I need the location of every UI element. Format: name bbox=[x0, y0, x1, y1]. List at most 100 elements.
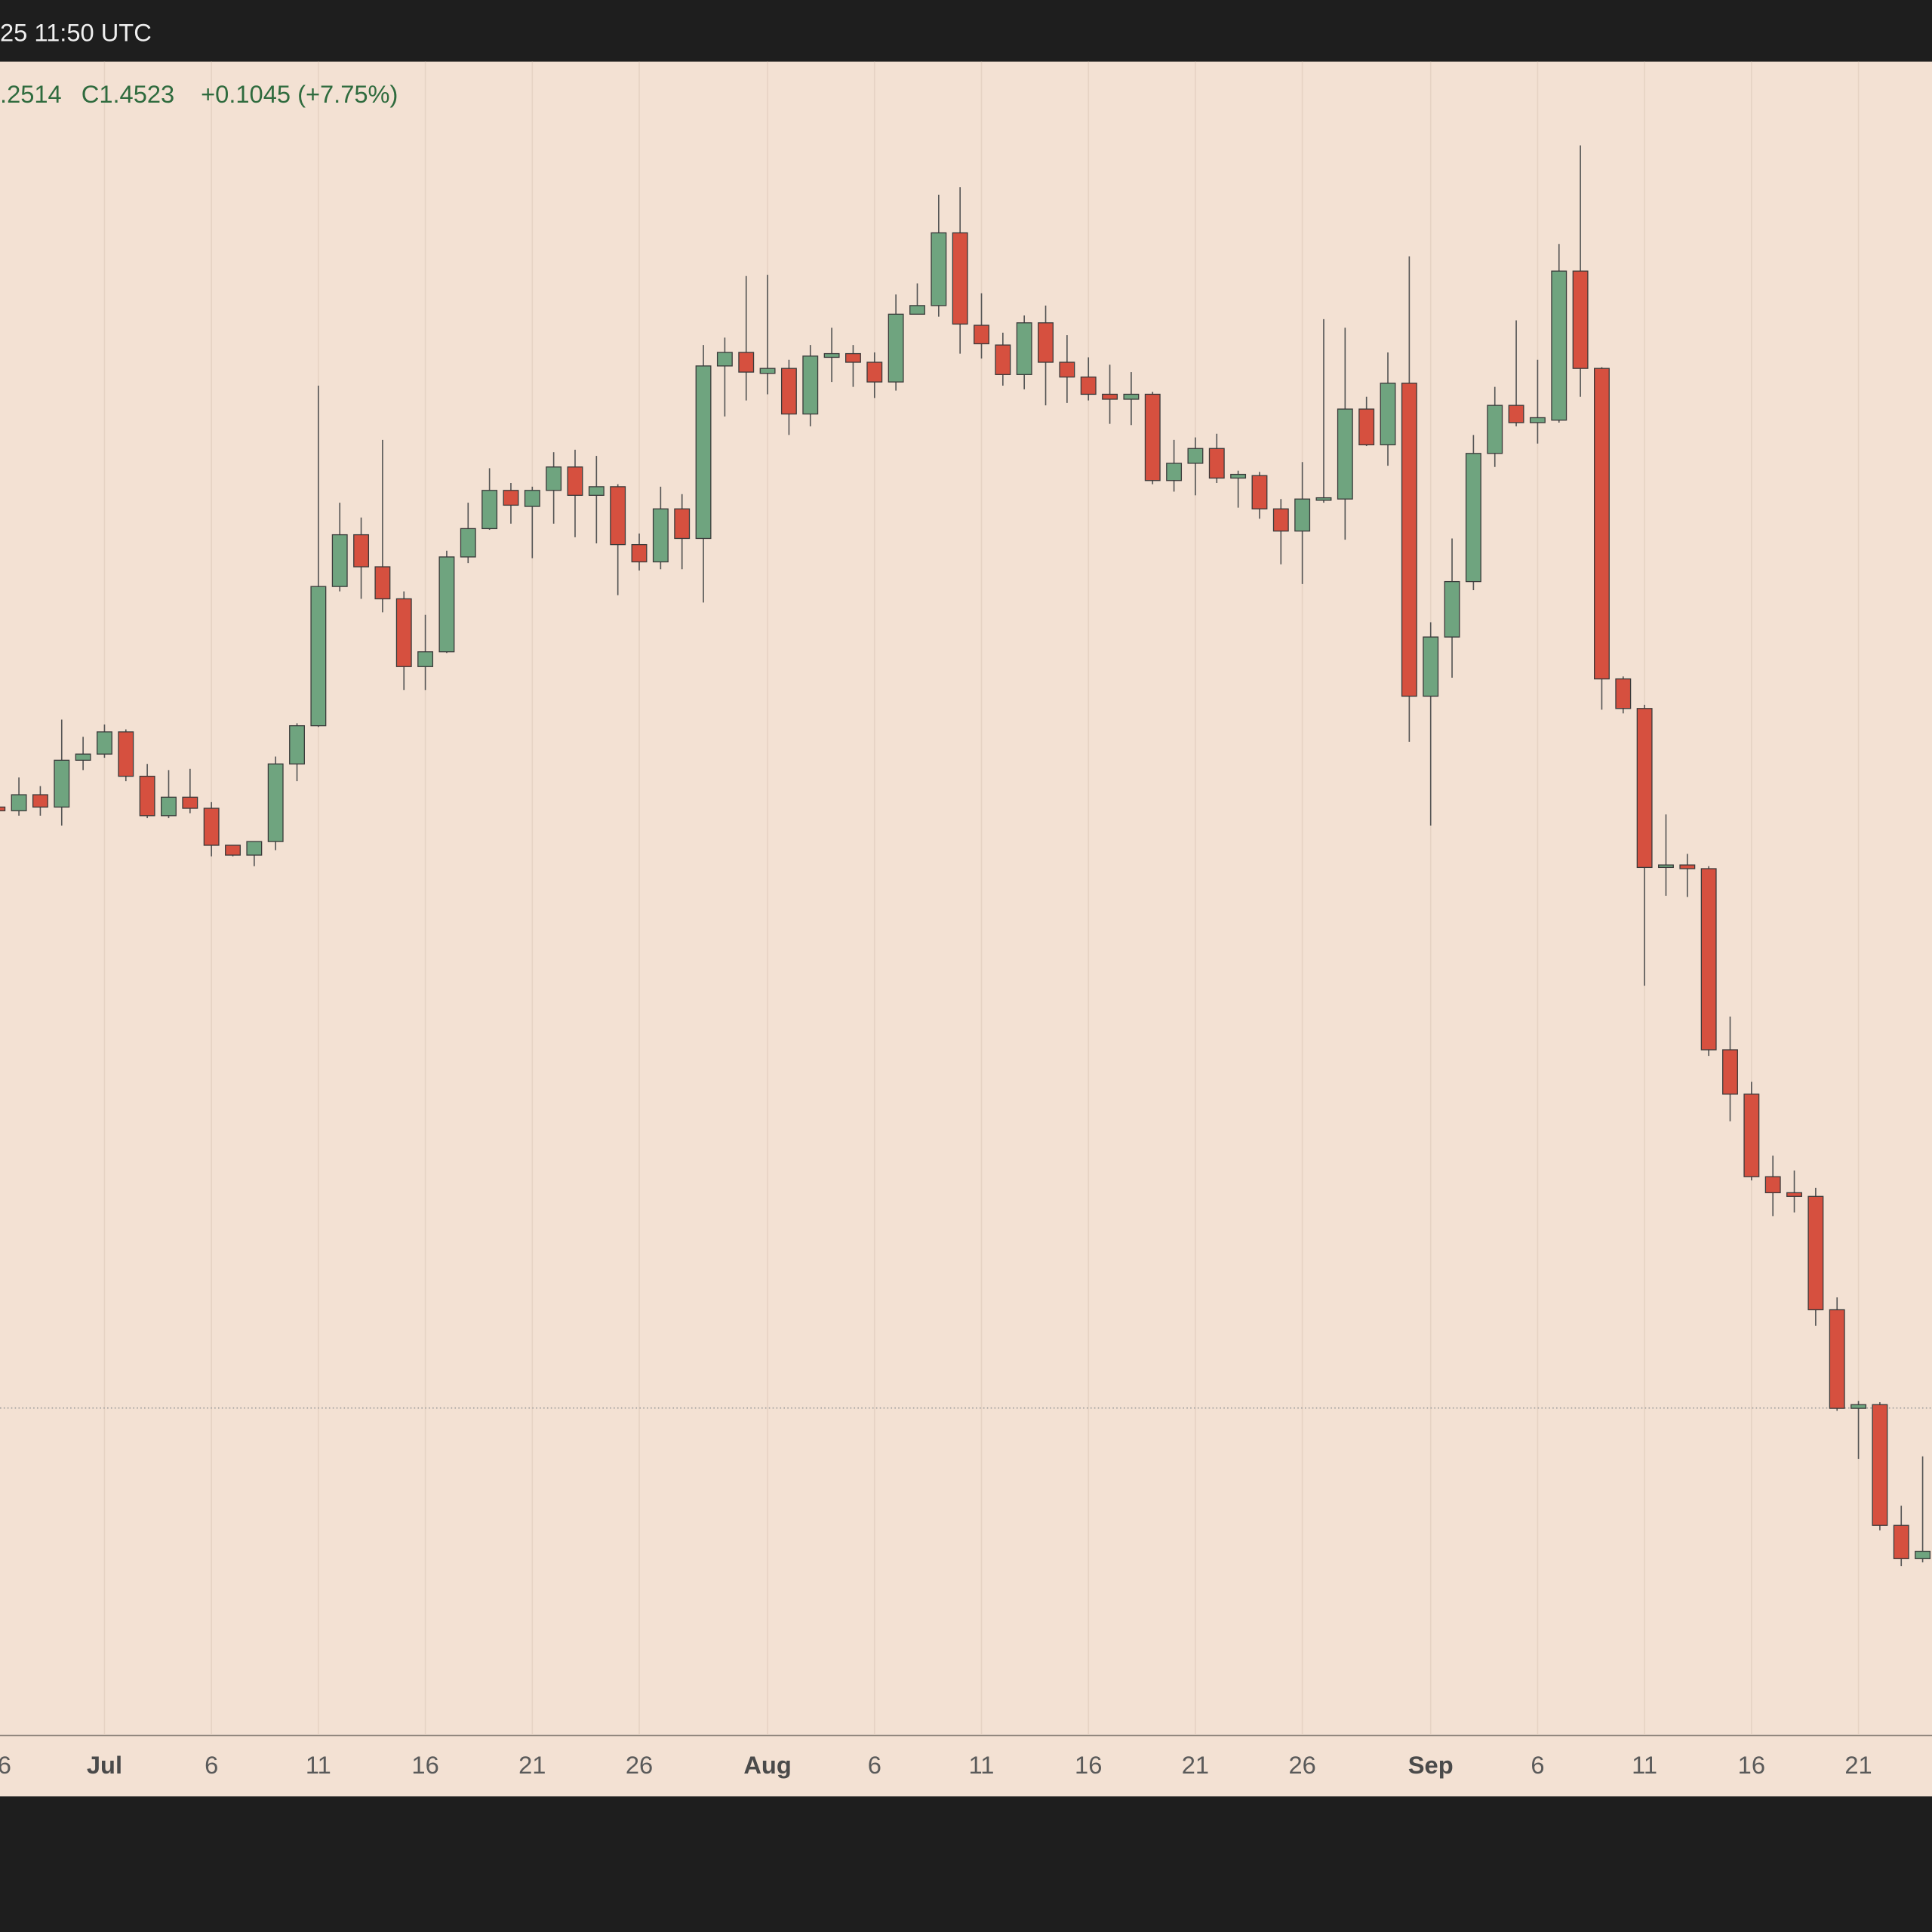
candle-body bbox=[1166, 463, 1183, 481]
candle-body bbox=[1786, 1192, 1802, 1197]
candle-body bbox=[610, 486, 626, 546]
x-tick-label: 16 bbox=[1738, 1751, 1765, 1779]
x-tick-label: 21 bbox=[518, 1751, 546, 1779]
top-bar bbox=[0, 0, 1932, 62]
candle-body bbox=[460, 528, 476, 558]
x-tick-label: 11 bbox=[306, 1751, 331, 1779]
close-label: C1.4523 bbox=[82, 80, 174, 108]
candle-body bbox=[1465, 453, 1481, 583]
candle-body bbox=[1208, 448, 1225, 479]
candle-body bbox=[1679, 864, 1696, 869]
chart-background bbox=[0, 61, 1932, 1797]
candle-body bbox=[931, 232, 947, 306]
candle-body bbox=[1380, 383, 1396, 446]
candle-body bbox=[1722, 1049, 1738, 1095]
candle-body bbox=[1594, 368, 1610, 680]
x-tick-label: 21 bbox=[1182, 1751, 1209, 1779]
candle-body bbox=[97, 731, 112, 755]
candle-body bbox=[1337, 408, 1353, 500]
candle-body bbox=[1401, 383, 1417, 697]
candle-body bbox=[1315, 497, 1332, 501]
candle-body bbox=[32, 794, 48, 808]
candle-body bbox=[1187, 448, 1204, 464]
candle-body bbox=[395, 598, 412, 667]
candle-body bbox=[738, 352, 755, 373]
candle-body bbox=[952, 232, 968, 325]
candle-body bbox=[139, 775, 155, 817]
candle-body bbox=[1016, 322, 1032, 375]
x-tick-label: 11 bbox=[969, 1751, 995, 1779]
candle-body bbox=[11, 794, 27, 811]
x-tick-label: 6 bbox=[868, 1751, 881, 1779]
candle-body bbox=[75, 753, 91, 761]
x-tick-label: Aug bbox=[743, 1751, 791, 1779]
candle-body bbox=[1487, 405, 1503, 454]
candle-body bbox=[1636, 708, 1653, 869]
candle-body bbox=[1850, 1404, 1867, 1409]
candle-body bbox=[780, 368, 797, 415]
x-tick-label: 26 bbox=[1288, 1751, 1315, 1779]
x-tick-label: 6 bbox=[1531, 1751, 1544, 1779]
x-tick-label: 26 bbox=[0, 1751, 11, 1779]
candle-body bbox=[1144, 393, 1161, 481]
candle-body bbox=[1080, 376, 1097, 395]
candle-body bbox=[161, 796, 177, 817]
candle-body bbox=[246, 841, 263, 856]
candle-body bbox=[631, 543, 648, 563]
candle-body bbox=[1423, 636, 1439, 697]
candle-body bbox=[0, 806, 6, 811]
candle-body bbox=[567, 466, 583, 496]
candle-body bbox=[1251, 475, 1268, 509]
ohlc-fragment: .2514 bbox=[0, 80, 62, 108]
candle-body bbox=[438, 556, 455, 653]
x-tick-label: 21 bbox=[1844, 1751, 1872, 1779]
candle-body bbox=[182, 796, 198, 809]
candle-body bbox=[1551, 270, 1567, 421]
candle-body bbox=[888, 313, 904, 383]
candle-body bbox=[588, 486, 605, 496]
candle-body bbox=[1658, 864, 1674, 869]
x-tick-label: Jul bbox=[87, 1751, 122, 1779]
candle-body bbox=[866, 361, 883, 383]
candle-body bbox=[1444, 580, 1460, 638]
candle-body bbox=[353, 534, 370, 568]
candle-body bbox=[802, 355, 819, 415]
candle-body bbox=[524, 490, 540, 507]
candle-body bbox=[974, 325, 989, 345]
candle-body bbox=[1893, 1524, 1909, 1559]
x-tick-label: 16 bbox=[1075, 1751, 1102, 1779]
header-time: 25 11:50 UTC bbox=[0, 18, 152, 46]
candle-body bbox=[1615, 678, 1632, 709]
candle-body bbox=[267, 763, 284, 842]
candle-body bbox=[716, 352, 733, 367]
candle-body bbox=[845, 352, 861, 363]
candle-body bbox=[1294, 498, 1311, 532]
candle-body bbox=[289, 724, 305, 764]
candle-body bbox=[1872, 1404, 1888, 1526]
candle-body bbox=[652, 508, 669, 563]
candle-body bbox=[1700, 868, 1717, 1051]
candle-body bbox=[331, 534, 348, 587]
candle-body bbox=[1272, 508, 1289, 532]
candle-body bbox=[1102, 393, 1118, 400]
candle-body bbox=[674, 508, 691, 540]
candle-body bbox=[1358, 408, 1375, 446]
candle-body bbox=[546, 466, 562, 491]
x-tick-label: 6 bbox=[205, 1751, 218, 1779]
candle-body bbox=[1038, 322, 1054, 363]
candle-body bbox=[417, 651, 434, 667]
x-tick-label: 16 bbox=[411, 1751, 438, 1779]
candle-body bbox=[1764, 1176, 1781, 1194]
x-tick-label: Sep bbox=[1408, 1751, 1454, 1779]
x-tick-label: 11 bbox=[1632, 1751, 1657, 1779]
candle-body bbox=[823, 352, 840, 358]
candle-body bbox=[1059, 361, 1075, 378]
candle-body bbox=[1230, 473, 1247, 479]
candle-body bbox=[374, 566, 391, 600]
candle-body bbox=[503, 490, 519, 506]
candle-body bbox=[1123, 393, 1140, 400]
candle-body bbox=[118, 731, 134, 777]
candle-body bbox=[695, 365, 712, 540]
candle-body bbox=[1529, 417, 1546, 423]
